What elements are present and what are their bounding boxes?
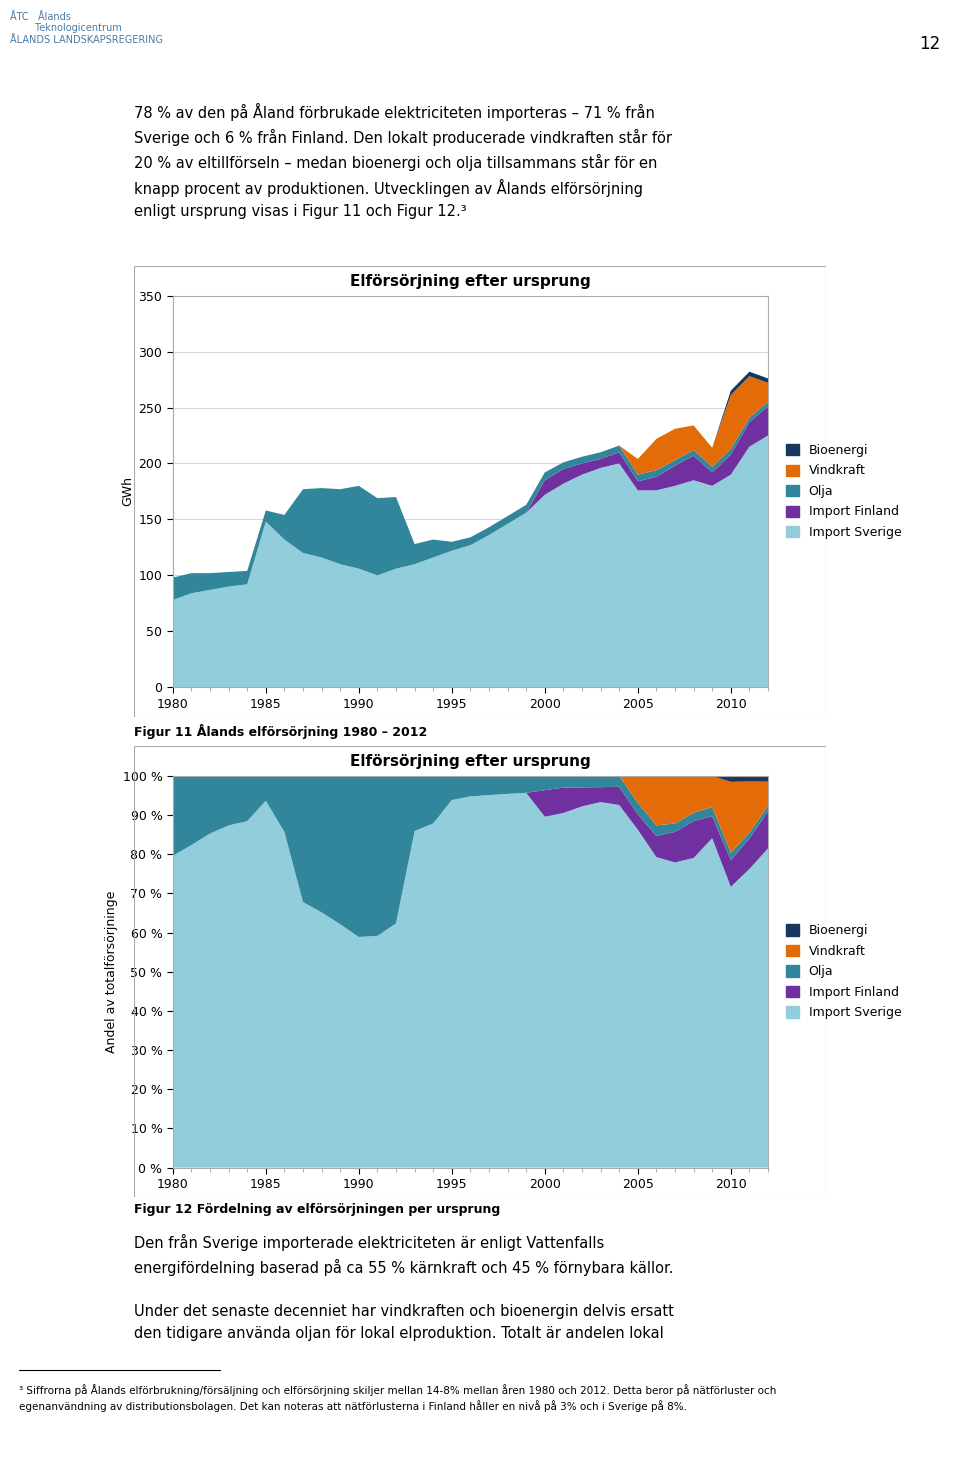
Text: ÅTC   Ålands
        Teknologicentrum
ÅLANDS LANDSKAPSREGERING: ÅTC Ålands Teknologicentrum ÅLANDS LANDS… [10,12,162,44]
Y-axis label: Andel av totalförsörjninge: Andel av totalförsörjninge [106,891,118,1052]
Legend: Bioenergi, Vindkraft, Olja, Import Finland, Import Sverige: Bioenergi, Vindkraft, Olja, Import Finla… [786,924,901,1020]
Y-axis label: GWh: GWh [121,476,134,507]
Text: 12: 12 [920,35,941,53]
Title: Elförsörjning efter ursprung: Elförsörjning efter ursprung [350,754,590,769]
Legend: Bioenergi, Vindkraft, Olja, Import Finland, Import Sverige: Bioenergi, Vindkraft, Olja, Import Finla… [786,443,901,539]
Text: Figur 12 Fördelning av elförsörjningen per ursprung: Figur 12 Fördelning av elförsörjningen p… [134,1203,501,1216]
Text: Den från Sverige importerade elektriciteten är enligt Vattenfalls
energifördelni: Den från Sverige importerade elektricite… [134,1234,674,1341]
Text: 78 % av den på Åland förbrukade elektriciteten importeras – 71 % från
Sverige oc: 78 % av den på Åland förbrukade elektric… [134,103,672,219]
Text: Figur 11 Ålands elförsörjning 1980 – 2012: Figur 11 Ålands elförsörjning 1980 – 201… [134,724,427,739]
Text: ³ Siffrorna på Ålands elförbrukning/försäljning och elförsörjning skiljer mellan: ³ Siffrorna på Ålands elförbrukning/förs… [19,1385,777,1411]
Title: Elförsörjning efter ursprung: Elförsörjning efter ursprung [350,273,590,288]
